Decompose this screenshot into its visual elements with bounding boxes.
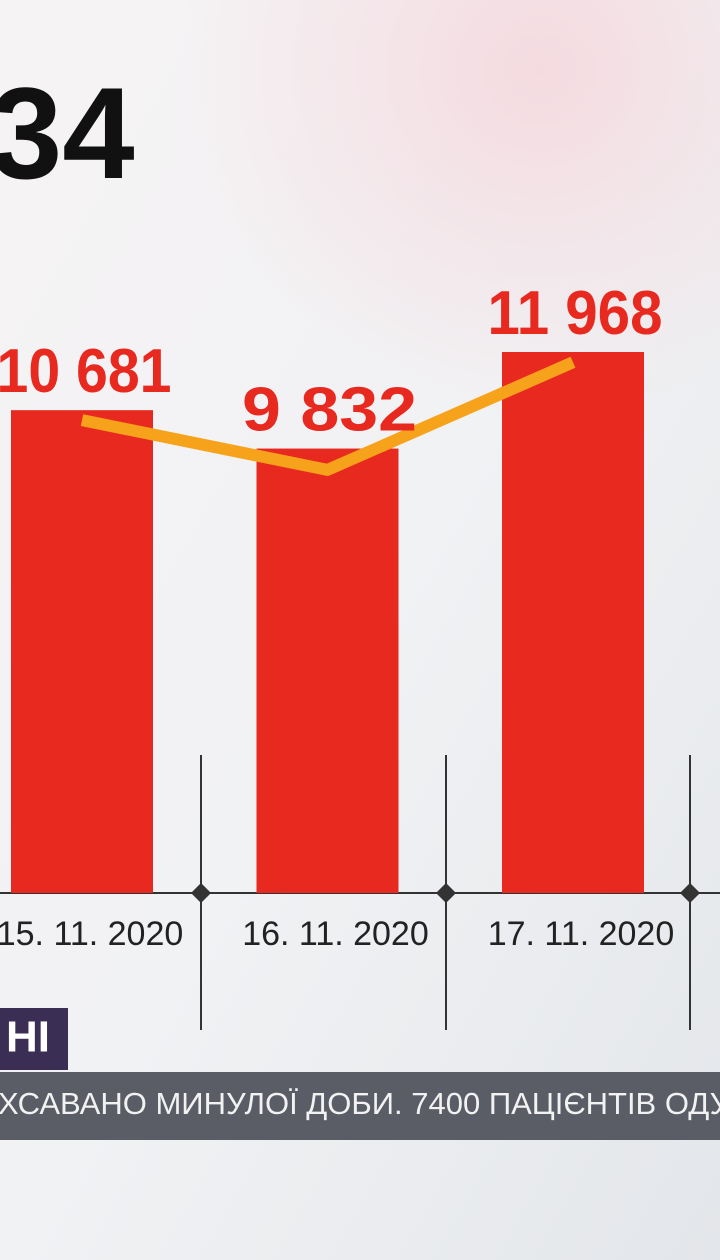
tag: НІ bbox=[6, 1013, 50, 1062]
ticker-bar bbox=[0, 1072, 720, 1140]
ticker: ХСАВАНО МИНУЛОЇ ДОБИ. 7400 ПАЦІЄНТІВ ОДУ… bbox=[0, 1086, 720, 1121]
headline: 34 bbox=[0, 60, 135, 206]
x-tick-label: 17. 11. 2020 bbox=[488, 915, 675, 953]
value-label: 10 681 bbox=[0, 337, 172, 406]
axis-markers bbox=[191, 883, 700, 903]
value-label: 11 968 bbox=[488, 279, 663, 348]
trend-line bbox=[80, 356, 576, 476]
bar bbox=[11, 410, 153, 893]
bar bbox=[502, 352, 644, 893]
x-tick-label: 16. 11. 2020 bbox=[242, 915, 429, 953]
value-label: 9 832 bbox=[242, 376, 417, 445]
bar bbox=[256, 448, 399, 893]
tag-box bbox=[0, 1008, 68, 1070]
x-tick-label: 15. 11. 2020 bbox=[0, 915, 183, 953]
